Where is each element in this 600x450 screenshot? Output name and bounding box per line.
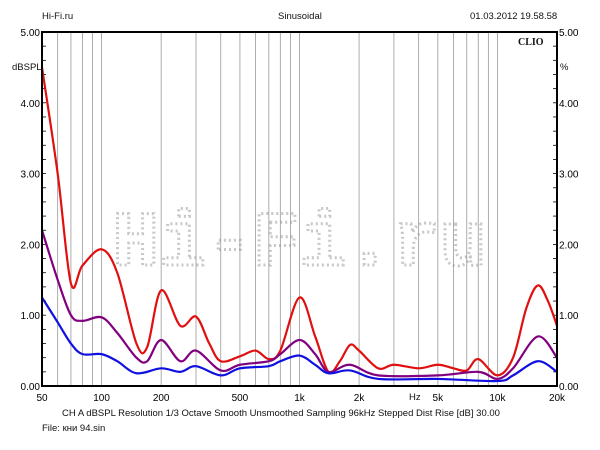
series-blue xyxy=(41,296,558,383)
y2-tick-label: 4.00 xyxy=(559,99,579,110)
series-purple xyxy=(40,229,558,381)
chart-title: Sinusoidal xyxy=(278,11,322,22)
clio-logo: CLIO xyxy=(518,37,544,48)
x-tick-label: 20k xyxy=(549,393,566,404)
site-label: Hi-Fi.ru xyxy=(42,11,74,22)
y-tick-label: 1.00 xyxy=(21,311,41,322)
settings-line: CH A dBSPL Resolution 1/3 Octave Smooth … xyxy=(62,408,500,419)
x-unit-label: Hz xyxy=(409,392,421,403)
series-red xyxy=(40,67,559,377)
y-tick-label: 4.00 xyxy=(21,99,41,110)
y-axis-label: dBSPL xyxy=(12,62,42,73)
x-tick-label: 200 xyxy=(153,393,170,404)
x-tick-label: 5k xyxy=(433,393,445,404)
x-tick-label: 1k xyxy=(294,393,306,404)
x-tick-label: 100 xyxy=(93,393,110,404)
y2-tick-label: 3.00 xyxy=(559,170,579,181)
x-tick-label: 500 xyxy=(232,393,249,404)
timestamp: 01.03.2012 19.58.58 xyxy=(470,11,558,22)
x-tick-label: 10k xyxy=(489,393,506,404)
y2-tick-label: 0.00 xyxy=(559,382,579,393)
y-tick-label: 0.00 xyxy=(21,382,41,393)
y2-tick-label: 1.00 xyxy=(559,311,579,322)
y-tick-label: 5.00 xyxy=(21,28,41,39)
file-label: File: кни 94.sin xyxy=(42,423,106,434)
y2-tick-label: 2.00 xyxy=(559,240,579,251)
plot-frame xyxy=(41,31,558,387)
y2-axis-label: % xyxy=(560,62,569,73)
y-tick-label: 2.00 xyxy=(21,240,41,251)
x-tick-label: 2k xyxy=(354,393,366,404)
x-tick-label: 50 xyxy=(36,393,48,404)
y2-tick-label: 5.00 xyxy=(559,28,579,39)
y-tick-label: 3.00 xyxy=(21,170,41,181)
